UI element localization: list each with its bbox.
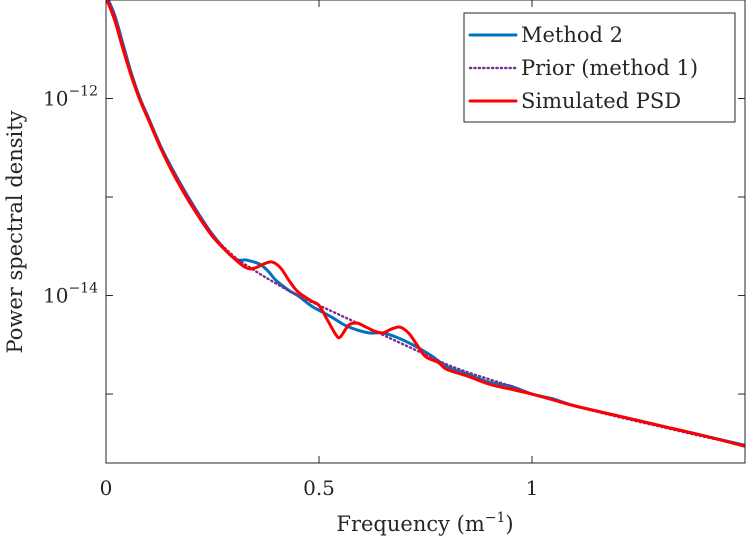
x-tick-label: 0.5 <box>303 476 335 500</box>
ticks-layer: 0 0.5 1 10−12 10−14 <box>43 0 745 500</box>
x-tick-label: 1 <box>526 476 539 500</box>
x-tick-label: 0 <box>100 476 113 500</box>
legend: Method 2 Prior (method 1) Simulated PSD <box>463 12 736 123</box>
y-tick-label: 10−14 <box>43 281 98 308</box>
y-tick-label: 10−12 <box>43 84 98 111</box>
x-axis-label-exponent: −1 <box>485 510 506 526</box>
series-layer <box>106 0 745 448</box>
plot-frame <box>105 0 746 464</box>
legend-items: Method 2 Prior (method 1) Simulated PSD <box>468 23 698 113</box>
legend-label: Prior (method 1) <box>521 56 698 80</box>
series-line-simulated-psd <box>106 0 745 448</box>
legend-label: Simulated PSD <box>521 89 681 113</box>
legend-label: Method 2 <box>521 23 623 47</box>
x-axis-label-text: Frequency (m <box>336 512 484 536</box>
x-axis-label: Frequency (m−1) <box>336 510 513 536</box>
y-axis-label: Power spectral density <box>3 110 27 353</box>
x-axis-label-close: ) <box>505 512 513 536</box>
